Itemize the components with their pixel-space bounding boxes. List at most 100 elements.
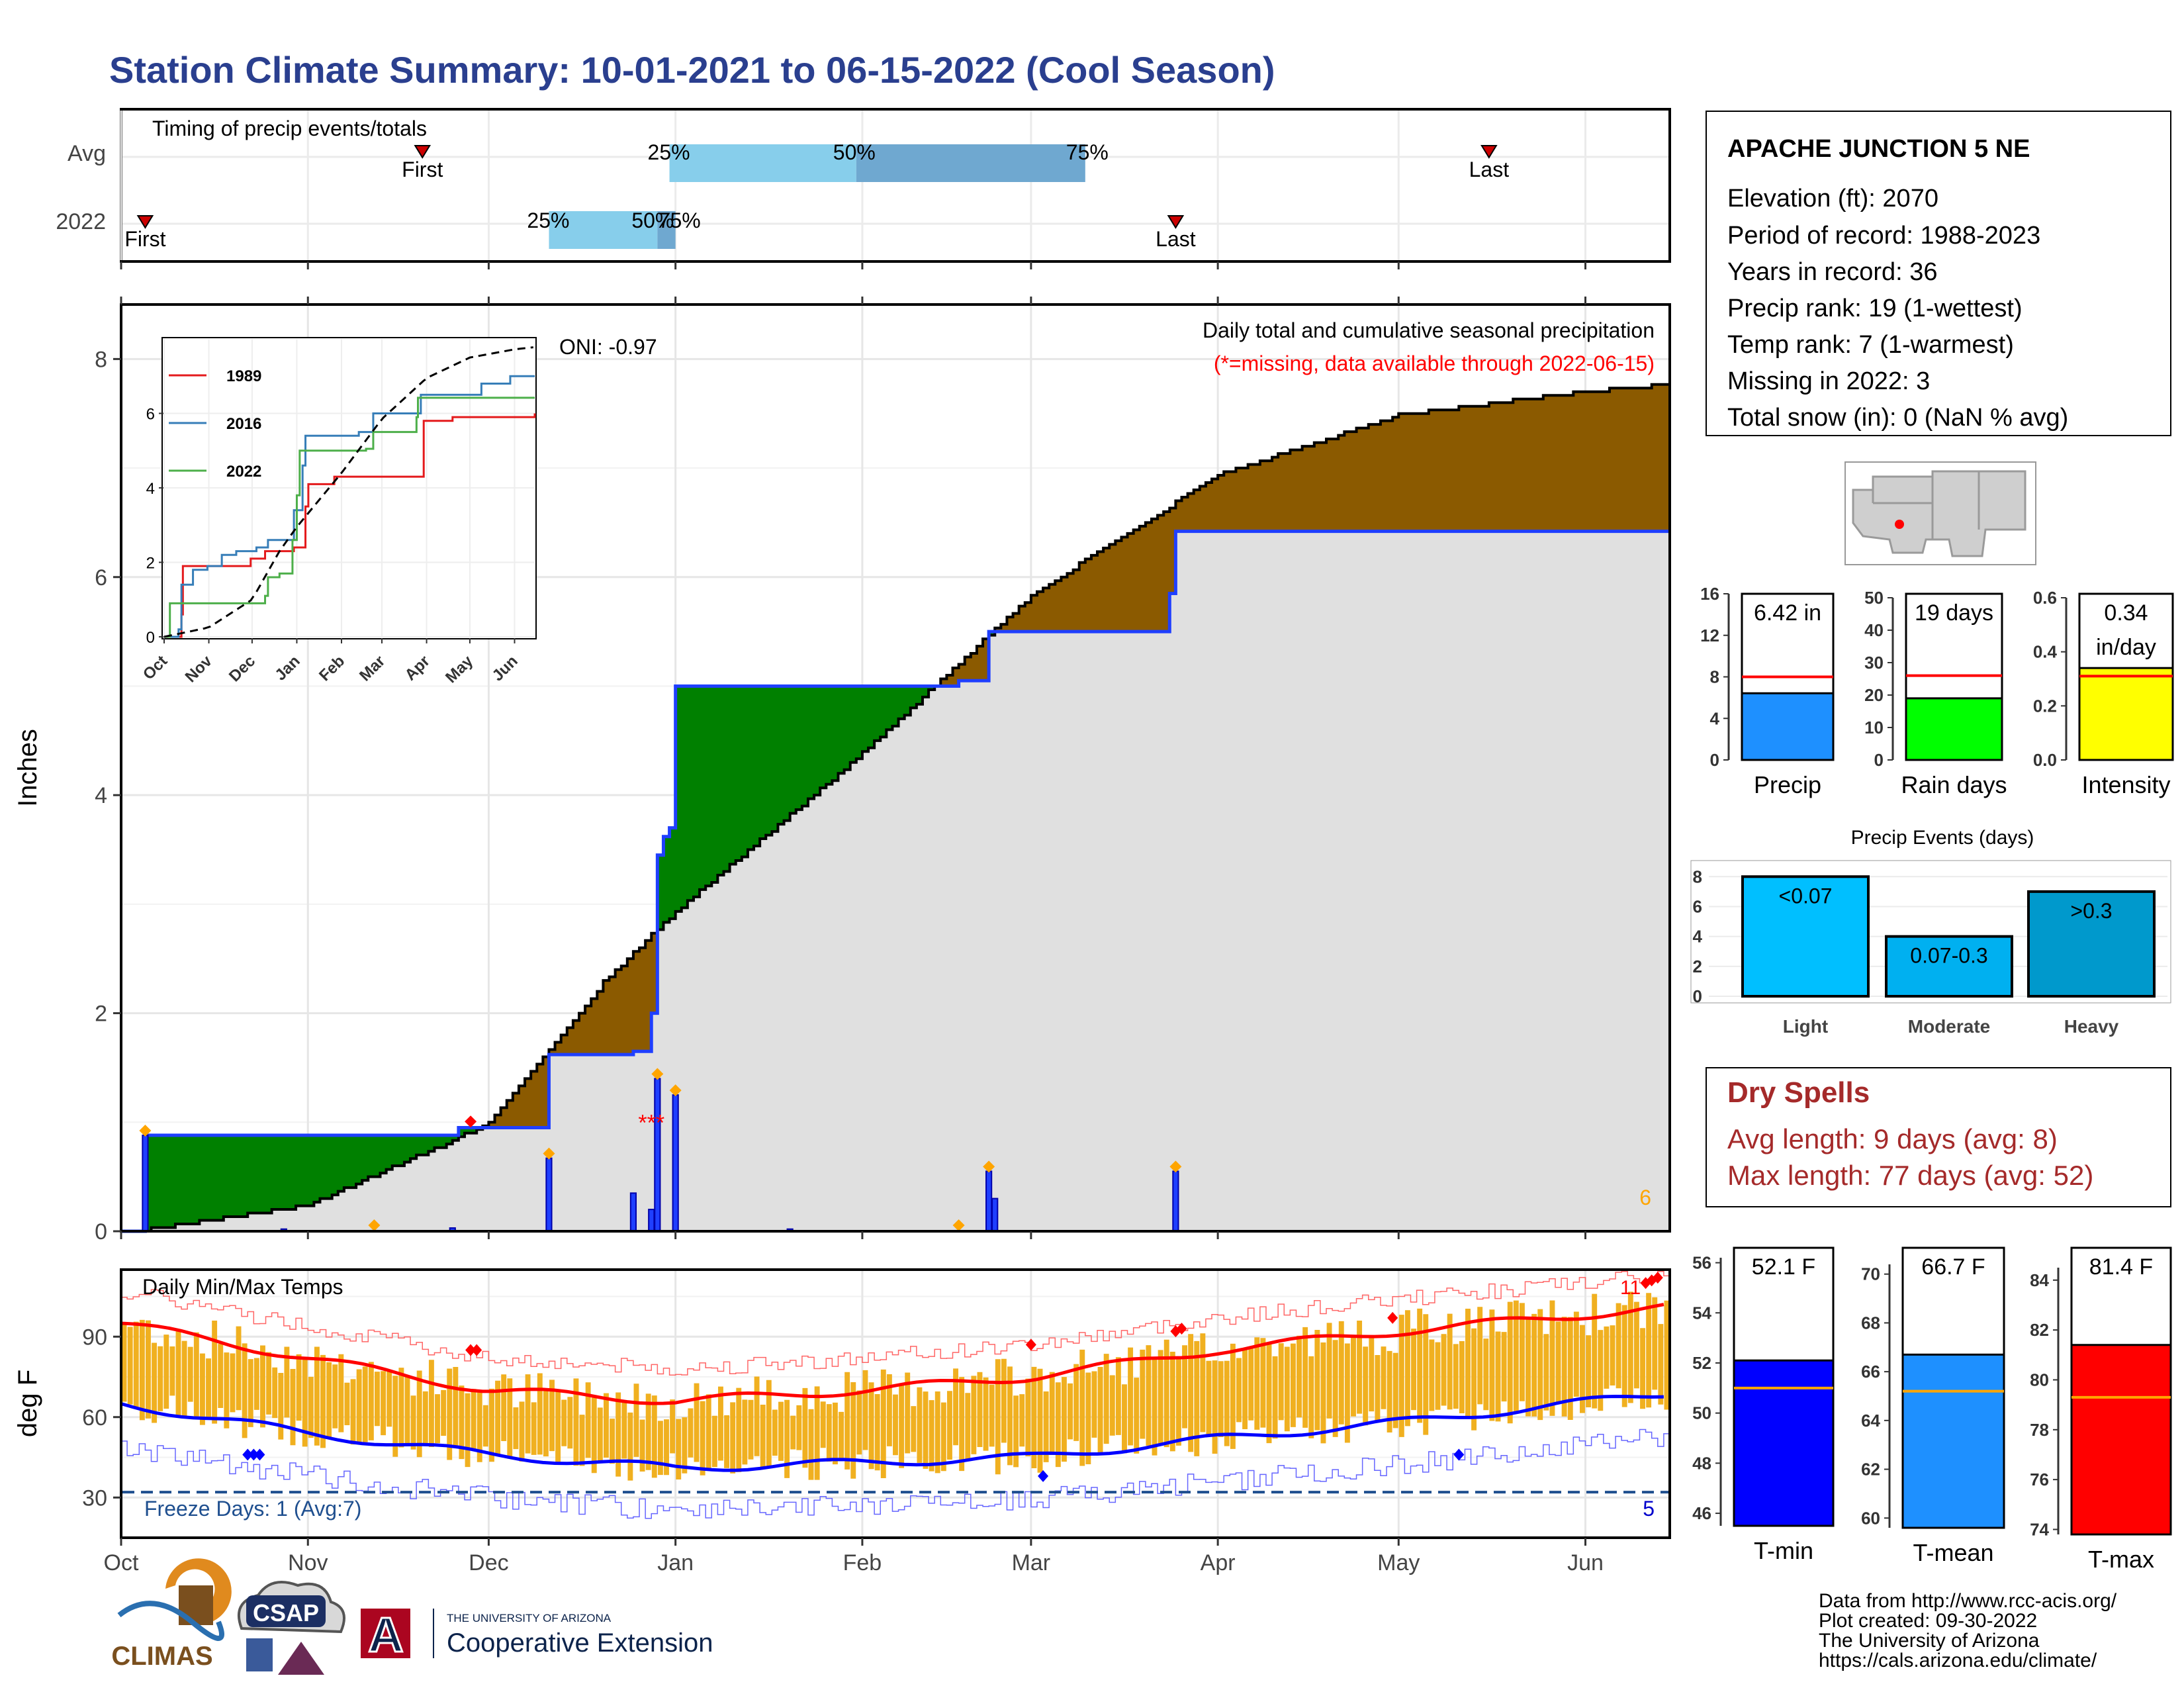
events-cat-moderate: Moderate	[1908, 1016, 1990, 1037]
tmin-box-ytick-label-4: 54	[1692, 1303, 1711, 1323]
temp-xtick-label-6: Apr	[1201, 1550, 1236, 1575]
temp-title: Daily Min/Max Temps	[142, 1275, 343, 1299]
logo-csap: CSAP	[238, 1581, 345, 1675]
tmean-box-label: T-mean	[1913, 1539, 1993, 1566]
csap-mountain-icon	[278, 1642, 324, 1675]
missing-marker-nov	[465, 1115, 477, 1128]
y2022-q50-label: 50%	[631, 209, 674, 232]
record-high-marker-4	[1176, 1323, 1187, 1335]
page-title: Station Climate Summary: 10-01-2021 to 0…	[109, 49, 1275, 91]
record-low-marker-1	[248, 1448, 259, 1461]
tmax-box-ytick-label-5: 84	[2030, 1270, 2049, 1290]
mini-precip-ytick-label-1: 4	[1710, 708, 1720, 728]
tmean-box-value-bar	[1901, 1353, 2005, 1529]
station-line-temp-rank: Temp rank: 7 (1-warmest)	[1727, 331, 2014, 359]
mini-precip-value-text-0: 6.42 in	[1754, 600, 1821, 626]
events-ytick-label-0: 0	[1693, 986, 1702, 1006]
mini-precip-ytick-label-2: 8	[1710, 667, 1719, 687]
mini-precip-ytick-label-0: 0	[1710, 750, 1719, 770]
temp-xtick-label-1: Nov	[288, 1550, 328, 1575]
temp-ytick-label-0: 30	[82, 1485, 107, 1511]
tmin-box-ytick-label-5: 56	[1692, 1253, 1711, 1273]
avg-q50-label: 50%	[833, 140, 876, 164]
average-cumulative-line	[121, 383, 1670, 1233]
station-line-missing: Missing in 2022: 3	[1727, 367, 1930, 395]
events-bar-moderate	[1885, 935, 2013, 998]
record-high-marker-5	[1387, 1311, 1398, 1324]
station-info-box: APACHE JUNCTION 5 NE Elevation (ft): 207…	[1706, 111, 2171, 436]
precip-ytick-label-1: 2	[95, 1002, 107, 1027]
inset-ytick-label-2: 4	[146, 480, 155, 498]
event-marker-nov	[368, 1219, 381, 1231]
precip-ytick-label-2: 4	[95, 783, 107, 808]
above-average-area	[145, 632, 995, 1231]
mini-intensity-value-text-0: 0.34	[2104, 600, 2148, 626]
tmax-box-ytick-label-2: 78	[2030, 1420, 2049, 1440]
y2022-q25-label: 25%	[527, 209, 569, 232]
tmin-box-value-bar	[1733, 1359, 1835, 1527]
inset-ytick-label-0: 0	[146, 629, 155, 647]
mini-raindays-ytick-label-5: 50	[1864, 588, 1884, 608]
precip-ytick-label-3: 6	[95, 565, 107, 590]
temp-ytick-label-2: 90	[82, 1325, 107, 1350]
inset-ytick-label-3: 6	[146, 406, 155, 424]
tmean-box-ytick-label-0: 60	[1861, 1508, 1880, 1528]
temp-xtick-label-8: Jun	[1567, 1550, 1604, 1575]
tmax-box-ytick-label-0: 74	[2030, 1519, 2049, 1539]
ua-a-letter: A	[368, 1607, 403, 1662]
record-high-marker-2	[1025, 1338, 1036, 1351]
tmin-box-ytick-label-1: 48	[1692, 1453, 1711, 1473]
events-ytick-label-4: 8	[1693, 867, 1702, 886]
avg-q50-q75-bar	[856, 144, 1085, 182]
y2022-q75-label: 75%	[659, 209, 701, 232]
tmax-box-ytick-label-1: 76	[2030, 1470, 2049, 1489]
ua-small-text: THE UNIVERSITY OF ARIZONA	[447, 1612, 612, 1624]
mini-raindays-label: Rain days	[1901, 771, 2007, 798]
precip-panel: *** 0 2 4 6 8 Inches Daily total and cumulat…	[13, 297, 1671, 1244]
record-low-marker-4	[1453, 1448, 1465, 1461]
inset-series-1989	[164, 413, 536, 638]
dry-spells-avg: Avg length: 9 days (avg: 8)	[1727, 1123, 2058, 1154]
cumulative-2022-line	[121, 530, 1670, 1233]
station-line-elevation: Elevation (ft): 2070	[1727, 185, 1938, 212]
daily-precip-bar-0	[142, 1135, 149, 1233]
daily-precip-bar-11	[1172, 1170, 1179, 1232]
station-info-frame	[1706, 111, 2171, 436]
events-bar-label-heavy: >0.3	[2070, 899, 2112, 923]
tmax-box-value-text-0: 81.4 F	[2089, 1254, 2153, 1280]
temp-panel-frame	[120, 1268, 1671, 1539]
logo-climas: CLIMAS	[111, 1558, 232, 1671]
event-marker-11	[1169, 1160, 1182, 1173]
y2022-last-marker	[1167, 215, 1185, 229]
daily-precip-bar-9	[985, 1170, 993, 1232]
credit-line-url: https://cals.arizona.edu/climate/	[1819, 1650, 2097, 1671]
csap-columns-icon	[246, 1638, 273, 1671]
precip-count-label: 6	[1639, 1186, 1651, 1209]
freeze-count-label: 5	[1643, 1497, 1655, 1521]
precip-ylabel: Inches	[13, 729, 42, 807]
mini-precip-ytick-label-4: 16	[1700, 584, 1719, 604]
station-line-precip-rank: Precip rank: 19 (1-wettest)	[1727, 295, 2023, 322]
avg-first-label: First	[402, 158, 443, 181]
record-low-marker-2	[254, 1448, 265, 1461]
logo-university-arizona: A THE UNIVERSITY OF ARIZONA Cooperative …	[361, 1607, 713, 1664]
event-marker-9	[983, 1160, 995, 1173]
mini-precip-ytick-label-3: 12	[1700, 626, 1719, 645]
daily-precip-bar-4	[629, 1192, 637, 1232]
precip-ytick-label-0: 0	[95, 1219, 107, 1244]
temp-xtick-label-4: Feb	[843, 1550, 882, 1575]
daily-precip-bar-3	[545, 1157, 553, 1233]
inset-series-2022	[164, 397, 535, 638]
missing-marker-dec: ***	[638, 1110, 664, 1135]
record-high-marker-0	[465, 1344, 477, 1356]
tmax-box-label: T-max	[2088, 1546, 2154, 1573]
inset-legend-label-2016: 2016	[226, 415, 261, 433]
oni-label: ONI: -0.97	[559, 335, 657, 359]
precip-panel-frame	[120, 303, 1671, 1233]
mini-intensity-label: Intensity	[2081, 771, 2170, 798]
inset-legend-label-2022: 2022	[226, 463, 261, 481]
daily-precip-bar-5	[648, 1209, 655, 1233]
